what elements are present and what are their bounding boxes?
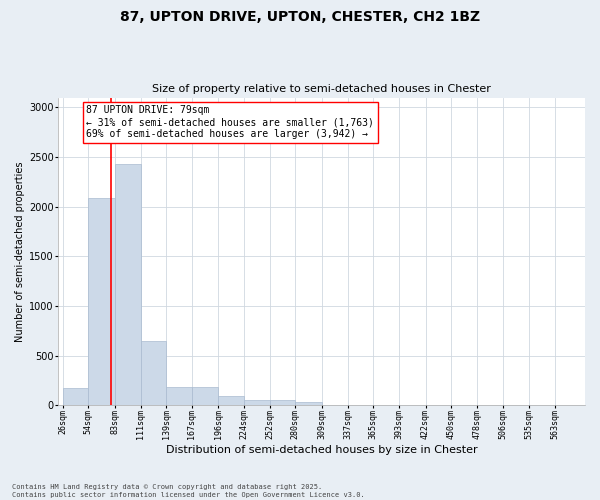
Bar — [140, 341, 166, 406]
Bar — [295, 402, 322, 406]
Y-axis label: Number of semi-detached properties: Number of semi-detached properties — [15, 161, 25, 342]
Bar — [88, 198, 115, 406]
Bar — [270, 400, 295, 406]
Title: Size of property relative to semi-detached houses in Chester: Size of property relative to semi-detach… — [152, 84, 491, 94]
X-axis label: Distribution of semi-detached houses by size in Chester: Distribution of semi-detached houses by … — [166, 445, 478, 455]
Bar — [62, 388, 88, 406]
Bar — [115, 164, 140, 406]
Bar — [166, 387, 192, 406]
Bar — [244, 400, 270, 406]
Text: 87, UPTON DRIVE, UPTON, CHESTER, CH2 1BZ: 87, UPTON DRIVE, UPTON, CHESTER, CH2 1BZ — [120, 10, 480, 24]
Text: Contains HM Land Registry data © Crown copyright and database right 2025.
Contai: Contains HM Land Registry data © Crown c… — [12, 484, 365, 498]
Text: 87 UPTON DRIVE: 79sqm
← 31% of semi-detached houses are smaller (1,763)
69% of s: 87 UPTON DRIVE: 79sqm ← 31% of semi-deta… — [86, 106, 374, 138]
Bar — [218, 396, 244, 406]
Bar — [192, 387, 218, 406]
